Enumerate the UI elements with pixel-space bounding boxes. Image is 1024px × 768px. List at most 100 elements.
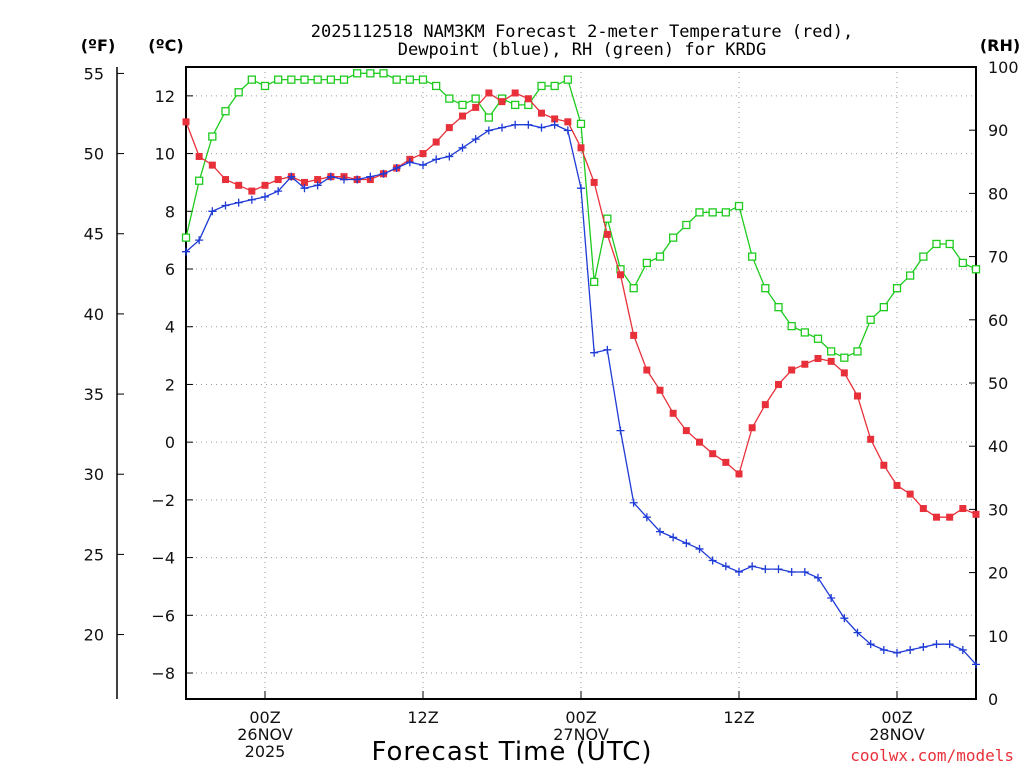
dewpoint-point: [511, 120, 520, 129]
temperature-point: [498, 98, 506, 106]
dewpoint-point: [247, 195, 256, 204]
rh-point: [827, 347, 836, 356]
rh-point: [682, 220, 691, 230]
rh-point: [919, 252, 928, 261]
rh-point: [669, 233, 678, 242]
temperature-point: [972, 510, 980, 518]
rh-point: [721, 208, 730, 217]
temperature-point: [735, 470, 743, 478]
rh-point: [445, 94, 454, 103]
rh-tick-label: 30: [988, 500, 1008, 519]
rh-point: [971, 265, 981, 274]
temperature-point: [222, 176, 229, 184]
rh-point: [537, 81, 546, 91]
temperature-point: [709, 450, 717, 458]
dewpoint-point: [945, 640, 954, 649]
dewpoint-point: [287, 172, 296, 181]
dewpoint-point: [261, 192, 269, 201]
rh-point: [708, 208, 717, 217]
rh-point: [563, 75, 572, 84]
rh-tick-label: 50: [988, 374, 1008, 393]
time-tick-label: 00Z: [249, 708, 280, 727]
temperature-point: [261, 181, 269, 189]
temperature-point: [301, 178, 308, 186]
dewpoint-point: [748, 562, 757, 571]
dewpoint-point: [708, 556, 717, 565]
rh-point: [366, 69, 375, 78]
dewpoint-point: [524, 120, 533, 129]
rh-tick-label: 10: [988, 627, 1008, 646]
time-tick-label: 27NOV: [553, 725, 609, 744]
rh-point: [392, 75, 401, 84]
rh-point: [642, 258, 651, 268]
dewpoint-point: [208, 207, 217, 216]
rh-point: [603, 214, 612, 223]
fahrenheit-tick-label: 40: [84, 305, 104, 324]
rh-point: [695, 208, 704, 217]
rh-tick-label: 90: [988, 121, 1008, 140]
temperature-point: [432, 138, 440, 146]
rh-point: [274, 75, 283, 84]
dewpoint-point: [195, 236, 204, 245]
rh-point: [734, 201, 744, 211]
temperature-point: [459, 112, 466, 120]
temperature-point: [854, 392, 861, 400]
rh-point: [511, 100, 520, 110]
rh-point: [840, 353, 849, 362]
dewpoint-point: [603, 345, 612, 354]
temperature-series: [182, 89, 980, 521]
dewpoint-point: [379, 169, 388, 178]
time-tick-label: 12Z: [723, 708, 754, 727]
temperature-point: [564, 118, 572, 126]
celsius-tick-label: −6: [151, 606, 175, 625]
temperature-point: [485, 89, 493, 97]
chart-title-line-2: Dewpoint (blue), RH (green) for KRDG: [398, 40, 766, 60]
temperature-point: [867, 435, 875, 443]
dewpoint-point: [300, 184, 309, 193]
time-tick-label: 00Z: [881, 708, 912, 727]
rh-point: [405, 75, 414, 84]
temperature-point: [577, 144, 585, 152]
dewpoint-point: [906, 645, 915, 654]
rh-point: [300, 75, 309, 84]
rh-tick-label: 40: [988, 437, 1008, 456]
dewpoint-point: [827, 593, 836, 602]
rh-point: [524, 100, 533, 110]
rh-tick-label: 80: [988, 184, 1008, 203]
celsius-tick-label: 2: [165, 375, 175, 394]
temperature-point: [880, 461, 888, 469]
dewpoint-point: [814, 573, 822, 582]
temperature-point: [472, 103, 480, 111]
dewpoint-point: [326, 172, 335, 181]
dewpoint-point: [853, 628, 862, 637]
temperature-point: [235, 181, 243, 189]
temperature-point: [643, 366, 651, 374]
temperature-line: [185, 92, 977, 518]
temperature-point: [919, 505, 927, 513]
temperature-point: [511, 89, 519, 97]
dewpoint-point: [958, 645, 967, 654]
temperature-point: [761, 401, 769, 409]
temperature-point: [419, 150, 427, 158]
temperature-point: [551, 115, 559, 123]
rh-point: [484, 113, 493, 122]
temperature-point: [906, 490, 914, 498]
time-tick-label: 26NOV: [237, 725, 293, 744]
celsius-tick-label: −2: [151, 491, 175, 510]
fahrenheit-tick-label: 45: [84, 225, 104, 244]
fahrenheit-tick-label: 50: [84, 145, 104, 164]
temperature-point: [748, 424, 756, 432]
credit-link[interactable]: coolwx.com/models: [850, 746, 1014, 765]
dewpoint-point: [471, 135, 480, 144]
dewpoint-point: [432, 155, 441, 164]
celsius-unit-label: (ºC): [148, 36, 183, 55]
rh-unit-label: (RH): [980, 36, 1020, 55]
rh-point: [800, 328, 809, 337]
rh-point: [208, 132, 217, 141]
chart-title-line-1: 2025112518 NAM3KM Forecast 2-meter Tempe…: [311, 22, 853, 42]
temperature-point: [959, 505, 967, 513]
rh-point: [353, 69, 362, 78]
rh-point: [879, 303, 888, 312]
rh-point: [761, 284, 770, 293]
rh-point: [418, 75, 428, 84]
